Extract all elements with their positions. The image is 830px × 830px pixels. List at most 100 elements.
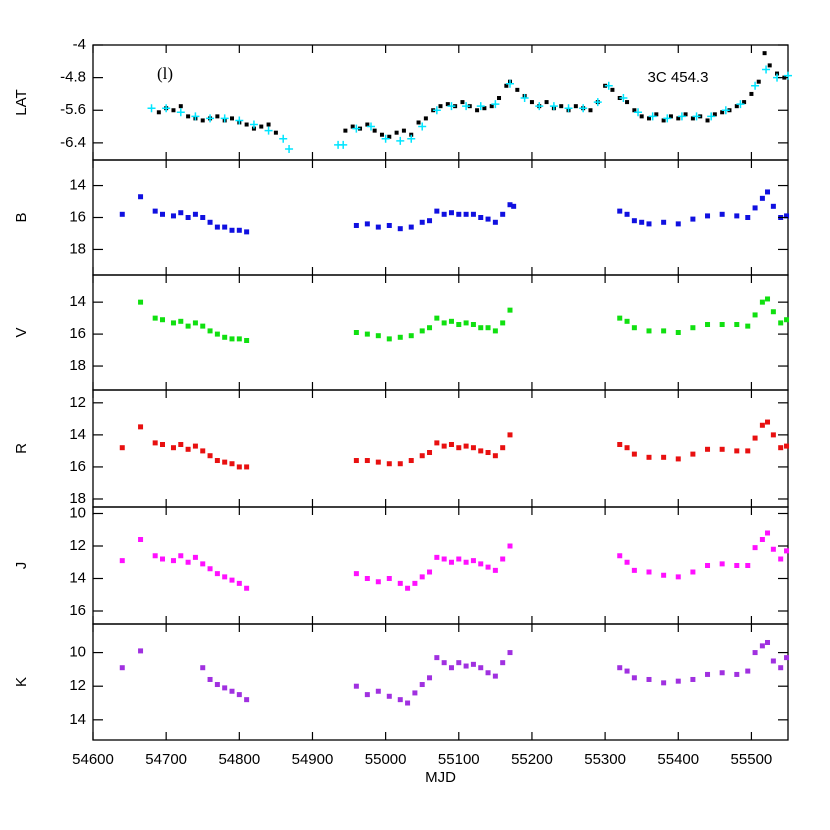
data-point	[617, 441, 623, 447]
data-point	[507, 650, 513, 656]
data-point	[160, 317, 165, 323]
data-point	[646, 569, 652, 575]
data-point	[705, 446, 711, 452]
y-axis-label: V	[13, 327, 30, 337]
data-point	[646, 221, 652, 227]
data-point	[448, 441, 454, 447]
data-point	[434, 655, 440, 661]
data-point	[386, 336, 392, 342]
data-point	[445, 102, 450, 107]
data-point	[460, 100, 465, 105]
x-tick-label: 55000	[365, 751, 407, 768]
y-tick-label: 10	[69, 644, 86, 661]
model-point	[432, 106, 441, 115]
x-axis-label: MJD	[425, 769, 456, 786]
data-point	[214, 571, 220, 577]
data-point	[343, 128, 348, 133]
model-point	[264, 126, 273, 135]
data-point	[492, 453, 498, 459]
data-point	[749, 91, 754, 96]
model-point	[176, 108, 185, 117]
data-point	[765, 296, 771, 302]
data-point	[507, 202, 513, 208]
model-point	[707, 112, 716, 121]
data-point	[646, 676, 652, 682]
data-point	[500, 556, 506, 562]
data-point	[470, 558, 476, 564]
data-point	[236, 227, 242, 233]
data-point	[441, 443, 447, 449]
data-point	[775, 71, 780, 76]
model-point	[564, 104, 573, 113]
data-point	[624, 318, 630, 324]
data-point	[386, 693, 392, 699]
data-point	[647, 116, 651, 121]
y-tick-label: 18	[69, 240, 86, 257]
data-point	[222, 334, 228, 340]
y-tick-label: 16	[69, 208, 86, 225]
data-point	[676, 116, 681, 121]
data-point	[610, 87, 615, 92]
y-tick-label: 12	[69, 677, 86, 694]
model-point	[506, 79, 514, 88]
data-point	[350, 124, 355, 129]
data-point	[720, 110, 725, 115]
model-point	[162, 104, 171, 113]
data-point	[719, 211, 725, 217]
data-point	[646, 454, 652, 460]
data-point	[236, 464, 242, 470]
data-point	[507, 432, 513, 438]
panel-frame	[92, 44, 789, 161]
data-point	[416, 120, 421, 125]
data-point	[229, 577, 235, 583]
data-point	[427, 325, 433, 331]
model-point	[692, 112, 701, 121]
model-point	[619, 94, 628, 103]
data-point	[178, 553, 184, 559]
data-point	[470, 661, 476, 667]
data-point	[507, 307, 513, 313]
data-point	[485, 670, 491, 676]
data-point	[138, 537, 144, 542]
data-point	[475, 108, 480, 113]
data-point	[478, 561, 484, 567]
y-axis-label: LAT	[13, 89, 30, 115]
y-tick-label: 14	[69, 293, 86, 310]
data-point	[364, 576, 370, 581]
data-point	[229, 227, 235, 233]
data-point	[784, 443, 790, 449]
data-point	[364, 331, 370, 337]
data-point	[752, 205, 758, 211]
data-point	[412, 690, 418, 696]
data-point	[152, 553, 158, 559]
y-axis-label: J	[13, 562, 30, 570]
model-point	[249, 120, 258, 129]
model-point	[418, 122, 427, 131]
data-point	[170, 558, 176, 564]
y-axis-label: R	[13, 443, 30, 454]
data-point	[770, 432, 776, 438]
y-tick-label: 16	[69, 325, 86, 342]
data-point	[770, 203, 776, 209]
data-point	[409, 132, 414, 137]
model-point	[352, 124, 361, 133]
data-point	[661, 454, 667, 460]
model-point	[147, 104, 156, 113]
data-point	[448, 318, 454, 324]
data-point	[492, 673, 498, 679]
data-point	[386, 461, 392, 467]
data-point	[397, 697, 403, 703]
data-point	[229, 688, 235, 694]
data-point	[222, 224, 228, 230]
data-point	[631, 218, 637, 224]
data-point	[559, 104, 564, 109]
data-point	[705, 213, 711, 219]
x-tick-label: 54700	[145, 751, 187, 768]
data-point	[244, 122, 249, 127]
data-point	[778, 665, 784, 671]
data-point	[705, 563, 711, 568]
data-point	[408, 224, 414, 230]
data-point	[152, 440, 158, 446]
data-point	[617, 315, 623, 321]
data-point	[500, 211, 506, 217]
